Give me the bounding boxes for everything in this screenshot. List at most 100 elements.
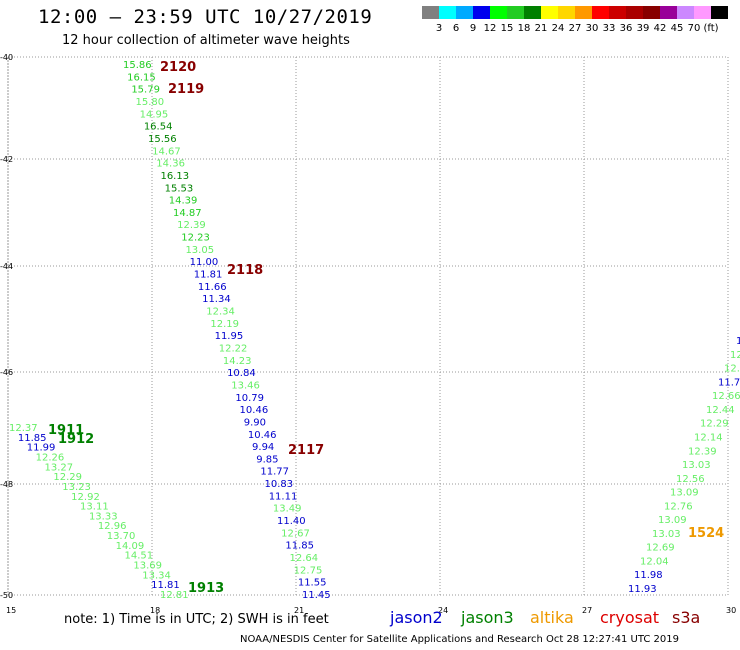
wave-height-value: 12.22 bbox=[219, 343, 248, 354]
legend-swatch bbox=[541, 6, 558, 19]
wave-height-value: 11.93 bbox=[628, 584, 657, 595]
wave-height-value: 12.23 bbox=[181, 233, 210, 244]
legend-label: 42 bbox=[653, 23, 667, 34]
pass-number-label: 2120 bbox=[160, 60, 196, 75]
longitude-label: 15 bbox=[6, 606, 16, 615]
legend-swatch bbox=[609, 6, 626, 19]
wave-height-value: 14.67 bbox=[152, 146, 181, 157]
wave-height-value: 12.34 bbox=[206, 307, 235, 318]
wave-height-value: 9.85 bbox=[256, 454, 278, 465]
legend-swatch bbox=[660, 6, 677, 19]
legend-swatch bbox=[592, 6, 609, 19]
wave-height-value: 12.39 bbox=[177, 220, 206, 231]
legend-label: 9 bbox=[469, 23, 477, 34]
wave-height-value: 10.83 bbox=[265, 479, 294, 490]
wave-height-value: 12.1 bbox=[730, 350, 740, 361]
wave-height-value: 13.03 bbox=[682, 460, 711, 471]
wave-height-value: 12.69 bbox=[646, 543, 675, 554]
wave-height-value: 13.34 bbox=[142, 570, 171, 581]
legend-label: 30 bbox=[585, 23, 599, 34]
satellite-label: cryosat bbox=[600, 608, 660, 627]
wave-height-value: 11.81 bbox=[194, 270, 223, 281]
legend-swatch bbox=[456, 6, 473, 19]
wave-height-value: 13.69 bbox=[133, 561, 162, 572]
note-text: note: 1) Time is in UTC; 2) SWH is in fe… bbox=[64, 612, 329, 627]
wave-height-value: 11.45 bbox=[302, 590, 331, 601]
legend-label: 27 bbox=[568, 23, 582, 34]
wave-height-value: 13.09 bbox=[658, 515, 687, 526]
wave-height-value: 14.95 bbox=[140, 109, 169, 120]
pass-number-label: 2119 bbox=[168, 82, 204, 97]
longitude-label: 21 bbox=[294, 606, 304, 615]
legend-swatch bbox=[626, 6, 643, 19]
pass-number-label: 1911 bbox=[48, 423, 84, 438]
legend-swatch bbox=[575, 6, 592, 19]
wave-height-value: 12.76 bbox=[664, 501, 693, 512]
wave-height-value: 14.09 bbox=[116, 541, 145, 552]
satellite-label: s3a bbox=[672, 608, 701, 627]
latitude-label: -50 bbox=[0, 591, 13, 600]
wave-height-value: 11.95 bbox=[215, 331, 244, 342]
wave-height-value: 12.29 bbox=[700, 419, 729, 430]
longitude-label: 30 bbox=[726, 606, 736, 615]
wave-height-value: 12.96 bbox=[98, 521, 127, 532]
wave-height-value: 10.46 bbox=[248, 430, 277, 441]
legend-swatch bbox=[711, 6, 728, 19]
pass-number-label: 1913 bbox=[188, 581, 224, 596]
footer-credit: NOAA/NESDIS Center for Satellite Applica… bbox=[240, 634, 679, 645]
wave-height-value: 11.8 bbox=[736, 336, 740, 347]
wave-height-value: 12.92 bbox=[71, 492, 100, 503]
latitude-label: -46 bbox=[0, 368, 13, 377]
wave-height-value: 16.13 bbox=[160, 171, 189, 182]
legend-label: 45 bbox=[670, 23, 684, 34]
longitude-label: 27 bbox=[582, 606, 592, 615]
wave-height-value: 12.75 bbox=[294, 565, 323, 576]
longitude-label: 18 bbox=[150, 606, 160, 615]
legend-swatch bbox=[422, 6, 439, 19]
wave-height-value: 12.14 bbox=[694, 433, 723, 444]
wave-height-value: 16.54 bbox=[144, 122, 173, 133]
legend-label: 21 bbox=[534, 23, 548, 34]
wave-height-value: 15.79 bbox=[131, 85, 160, 96]
wave-height-value: 16.15 bbox=[127, 72, 156, 83]
wave-height-value: 14.23 bbox=[223, 356, 252, 367]
pass-number-label: 2118 bbox=[227, 263, 263, 278]
latitude-label: -42 bbox=[0, 155, 13, 164]
wave-height-value: 13.49 bbox=[273, 504, 302, 515]
wave-height-value: 11.81 bbox=[151, 580, 180, 591]
legend-label: (ft) bbox=[703, 23, 719, 34]
legend-swatch bbox=[490, 6, 507, 19]
wave-height-value: 14.36 bbox=[156, 159, 185, 170]
wave-height-value: 11.00 bbox=[190, 257, 219, 268]
legend-swatch bbox=[694, 6, 711, 19]
wave-height-value: 11.34 bbox=[202, 294, 231, 305]
satellite-label: altika bbox=[530, 608, 574, 627]
pass-number-label: 1912 bbox=[58, 432, 94, 447]
wave-height-value: 13.09 bbox=[670, 488, 699, 499]
wave-height-value: 12.29 bbox=[53, 472, 82, 483]
legend-label: 12 bbox=[483, 23, 497, 34]
wave-height-value: 11.99 bbox=[27, 443, 56, 454]
wave-height-value: 12.19 bbox=[210, 319, 239, 330]
legend-label: 70 bbox=[687, 23, 701, 34]
wave-height-value: 13.33 bbox=[89, 511, 118, 522]
wave-height-value: 13.27 bbox=[45, 462, 74, 473]
wave-height-value: 11.55 bbox=[298, 578, 327, 589]
legend-label: 18 bbox=[517, 23, 531, 34]
wave-height-value: 11.11 bbox=[269, 491, 298, 502]
wave-height-value: 12.67 bbox=[281, 528, 310, 539]
wave-height-value: 12.37 bbox=[9, 423, 38, 434]
legend-swatch bbox=[643, 6, 660, 19]
wave-height-value: 11.78 bbox=[718, 377, 740, 388]
wave-height-value: 13.70 bbox=[107, 531, 136, 542]
legend-swatch bbox=[558, 6, 575, 19]
wave-height-value: 12.66 bbox=[712, 391, 740, 402]
wave-height-value: 12.28 bbox=[724, 364, 740, 375]
legend-label: 6 bbox=[452, 23, 460, 34]
wave-height-value: 11.77 bbox=[260, 467, 289, 478]
wave-height-value: 9.94 bbox=[252, 442, 274, 453]
wave-height-value: 11.40 bbox=[277, 516, 306, 527]
legend-swatch bbox=[524, 6, 541, 19]
wave-height-value: 12.56 bbox=[676, 474, 705, 485]
